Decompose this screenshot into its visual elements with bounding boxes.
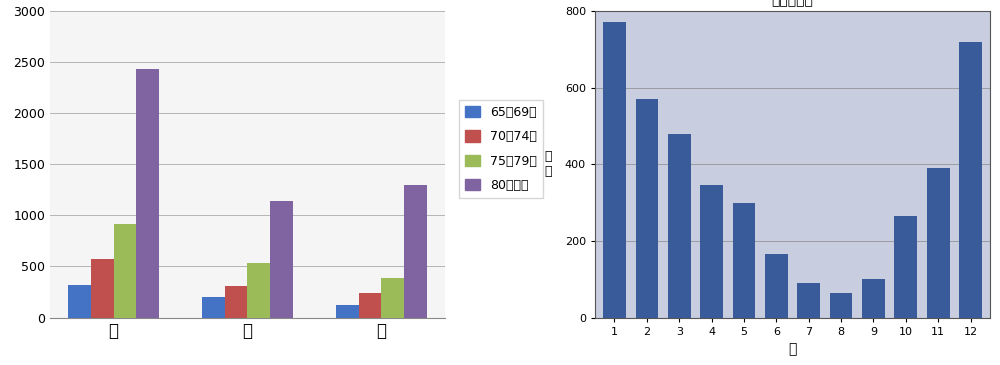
Bar bbox=[247, 264, 270, 318]
Title: 月ごと人数: 月ごと人数 bbox=[772, 0, 813, 7]
Bar bbox=[91, 259, 114, 318]
Bar bbox=[894, 216, 917, 318]
Bar bbox=[202, 297, 225, 318]
Bar bbox=[636, 99, 658, 318]
Bar bbox=[959, 42, 982, 318]
Bar bbox=[603, 23, 626, 318]
Bar bbox=[927, 168, 950, 318]
Bar bbox=[359, 293, 381, 318]
Y-axis label: 人
数: 人 数 bbox=[544, 150, 552, 178]
Bar bbox=[381, 278, 404, 318]
Bar bbox=[270, 201, 293, 318]
Bar bbox=[733, 203, 755, 318]
Bar bbox=[336, 305, 359, 318]
Bar bbox=[765, 254, 788, 318]
Bar bbox=[225, 286, 247, 318]
Bar bbox=[862, 279, 885, 318]
Bar bbox=[668, 134, 691, 318]
X-axis label: 月: 月 bbox=[788, 342, 797, 356]
Bar bbox=[136, 69, 159, 318]
Bar bbox=[114, 223, 136, 318]
Legend: 65～69歳, 70～74歳, 75～79歳, 80歳以上: 65～69歳, 70～74歳, 75～79歳, 80歳以上 bbox=[459, 100, 543, 198]
Bar bbox=[830, 293, 852, 318]
Bar bbox=[68, 285, 91, 318]
Bar bbox=[404, 185, 427, 318]
Bar bbox=[700, 185, 723, 318]
Bar bbox=[797, 283, 820, 318]
